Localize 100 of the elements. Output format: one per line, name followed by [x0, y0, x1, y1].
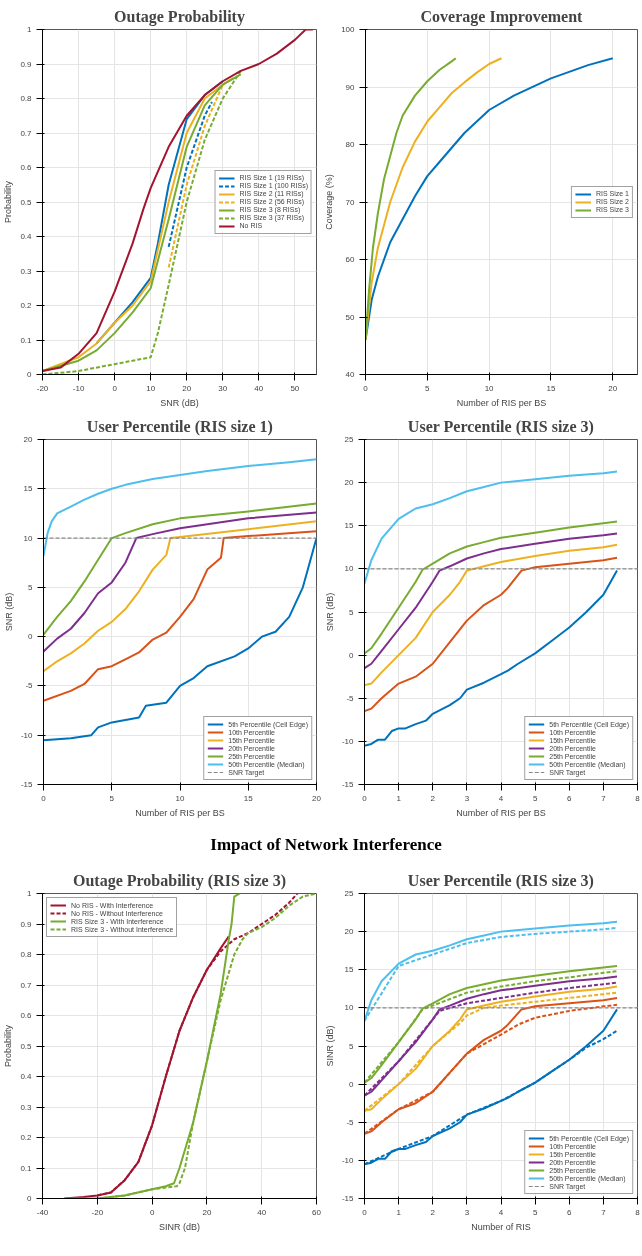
x-tick-label: 10: [146, 383, 156, 393]
line-series: [43, 530, 317, 702]
line-series: [364, 470, 619, 585]
line-series: [43, 520, 317, 673]
y-tick-label: 0.3: [20, 1102, 33, 1112]
y-tick-label: 50: [345, 312, 356, 322]
x-tick-label: 6: [567, 793, 573, 803]
y-tick-label: 0.9: [20, 919, 33, 929]
y-axis-title: SINR (dB): [324, 1025, 335, 1067]
y-tick-label: 1: [27, 889, 33, 898]
y-tick-label: 70: [345, 197, 356, 207]
x-tick-label: 0: [149, 1207, 155, 1217]
y-tick-label: 0: [28, 632, 34, 642]
x-tick-label: 5: [425, 383, 431, 393]
x-tick-label: 0: [362, 793, 368, 803]
x-tick-label: 0: [41, 793, 47, 803]
x-tick-label: 8: [635, 793, 641, 803]
x-tick-label: 15: [243, 793, 254, 803]
x-axis-title: Number of RIS per BS: [135, 807, 225, 818]
y-tick-label: 0.6: [20, 1011, 33, 1020]
x-tick-label: 10: [175, 793, 185, 803]
line-series: [364, 543, 619, 687]
line-series: [43, 537, 317, 742]
y-tick-label: -15: [20, 780, 34, 789]
x-tick-label: 40: [254, 383, 264, 393]
y-tick-label: -5: [346, 693, 355, 703]
x-tick-label: 5: [532, 793, 538, 803]
x-tick-label: -20: [91, 1207, 104, 1217]
x-axis-title: SINR (dB): [159, 1221, 201, 1232]
x-axis-title: Number of RIS per BS: [456, 397, 547, 408]
line-series: [43, 502, 317, 636]
line-series: [43, 458, 317, 557]
x-tick-label: 40: [257, 1207, 267, 1217]
x-tick-label: 30: [218, 383, 228, 393]
y-tick-label: 0.8: [20, 94, 33, 103]
y-tick-label: 0.2: [20, 301, 33, 310]
x-tick-label: 3: [464, 793, 470, 803]
y-axis-title: SNR (dB): [3, 592, 14, 632]
y-tick-label: 0: [27, 1194, 33, 1203]
y-tick-label: 0.7: [20, 128, 33, 138]
y-tick-label: 0.6: [20, 163, 33, 172]
line-series: [43, 511, 317, 653]
y-tick-label: -5: [346, 1117, 355, 1127]
y-tick-label: 0: [27, 370, 33, 379]
x-tick-label: 2: [430, 1207, 436, 1217]
y-tick-label: -15: [341, 780, 355, 789]
y-tick-label: 0.2: [20, 1133, 33, 1142]
y-tick-label: 80: [345, 140, 356, 149]
y-tick-label: 0.5: [20, 1041, 33, 1051]
x-tick-label: 0: [363, 383, 369, 393]
x-tick-label: 7: [601, 1207, 607, 1217]
line-series: [365, 57, 457, 341]
y-tick-label: 0.4: [20, 1072, 33, 1081]
chart-title: Outage Probability: [114, 7, 245, 26]
y-axis-title: SNR (dB): [324, 592, 335, 632]
y-tick-label: 10: [344, 564, 355, 574]
chart-title: Outage Probability (RIS size 3): [72, 871, 287, 890]
y-tick-label: 5: [28, 582, 34, 592]
y-tick-label: 5: [349, 1041, 355, 1051]
x-tick-label: 15: [546, 383, 556, 393]
line-series: [364, 532, 619, 670]
y-tick-label: 0.1: [20, 335, 33, 345]
y-tick-label: 0.8: [20, 950, 33, 959]
x-tick-label: 1: [396, 793, 402, 803]
y-tick-label: 0.1: [20, 1163, 33, 1173]
y-axis-title: Probability: [3, 1024, 14, 1068]
x-tick-label: 6: [567, 1207, 573, 1217]
line-series: [167, 100, 213, 248]
line-series: [364, 556, 619, 713]
text: Impact of Network Interference: [210, 834, 442, 856]
x-axis-title: Number of RIS per BS: [456, 807, 546, 818]
x-tick-label: 2: [430, 793, 436, 803]
x-tick-label: 4: [498, 793, 504, 803]
y-tick-label: 40: [345, 370, 356, 379]
y-tick-label: 0.5: [20, 197, 33, 207]
x-tick-label: 20: [202, 1207, 212, 1217]
y-tick-label: 5: [349, 607, 355, 617]
y-tick-label: 20: [344, 927, 355, 937]
y-tick-label: 100: [341, 25, 356, 34]
y-tick-label: 1: [27, 25, 33, 34]
x-tick-label: -20: [36, 383, 49, 393]
y-tick-label: 0.9: [20, 59, 33, 69]
chart-title: User Percentile (RIS size 3): [407, 871, 594, 890]
y-tick-label: 0.3: [20, 266, 33, 276]
x-tick-label: 1: [396, 1207, 402, 1217]
y-tick-label: 0: [349, 650, 355, 660]
y-tick-label: 0: [349, 1079, 355, 1089]
x-tick-label: 7: [601, 793, 607, 803]
y-tick-label: -10: [341, 736, 355, 746]
x-tick-label: 20: [312, 793, 322, 803]
x-tick-label: 5: [109, 793, 115, 803]
y-tick-label: 20: [23, 435, 34, 444]
x-tick-label: 4: [498, 1207, 504, 1217]
chart-title: User Percentile (RIS size 1): [86, 417, 273, 436]
y-tick-label: 0.7: [20, 980, 33, 990]
x-tick-label: 0: [112, 383, 118, 393]
x-tick-label: 10: [484, 383, 495, 393]
x-tick-label: 20: [182, 383, 192, 393]
x-axis-title: Number of RIS: [471, 1221, 531, 1232]
y-tick-label: 25: [344, 435, 355, 444]
